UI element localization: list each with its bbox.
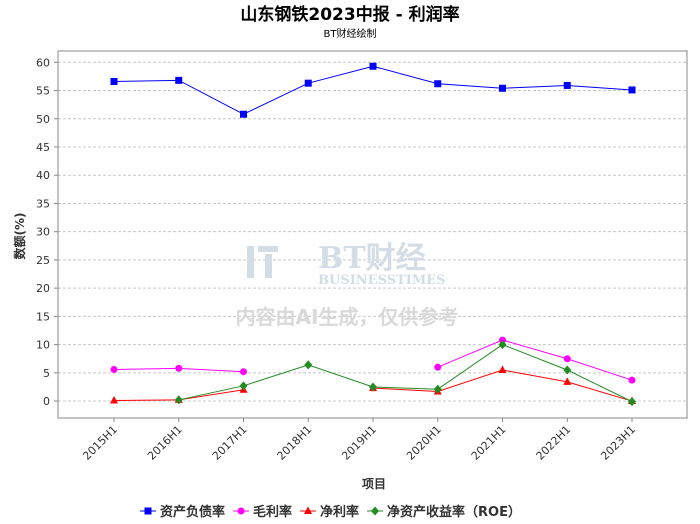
watermark-ai-notice: 内容由AI生成，仅供参考 [236,305,459,329]
data-point [498,340,507,350]
data-point [628,376,636,384]
data-point [144,507,152,515]
data-point [369,382,377,392]
series-3 [174,340,636,407]
data-point [434,80,442,88]
watermark: BT财经 BUSINESSTIMES 内容由AI生成，仅供参考 [236,241,459,329]
watermark-sub-text: BUSINESSTIMES [318,273,446,288]
data-point [174,395,183,405]
series-1 [110,336,636,384]
legend-item-1: 毛利率 [233,504,292,520]
y-axis: 0 5 10 15 20 25 30 35 40 45 50 55 60 [36,51,59,418]
data-point [240,368,247,376]
legend-label: 净利率 [320,504,359,520]
data-point [563,377,572,385]
data-point [628,86,636,94]
data-point [563,81,571,89]
data-point [499,84,506,92]
watermark-logo-icon [247,246,278,278]
data-point [110,395,118,404]
data-point [434,363,442,371]
y-tick-label: 50 [36,113,50,126]
data-point [239,381,248,391]
y-tick-label: 30 [36,226,50,239]
legend-label: 资产负债率 [160,504,225,520]
legend-label: 净资产收益率（ROE） [387,504,521,520]
x-axis: 2015H1 2016H1 2017H1 2018H1 2019H1 2020H1 2021… [80,418,638,463]
legend-item-2: 净利率 [300,504,359,520]
data-point [175,76,183,84]
y-tick-label: 0 [43,395,50,408]
x-tick-label: 2021H1 [469,423,509,463]
legend: 资产负债率 毛利率 净利率 净资产收益率（ROE） [140,504,521,520]
legend-label: 毛利率 [253,504,292,520]
series-0 [110,62,636,118]
data-point [563,365,572,375]
y-tick-label: 5 [43,367,50,380]
y-tick-label: 15 [36,310,50,323]
y-tick-label: 60 [36,56,50,69]
chart-subtitle: BT财经绘制 [324,27,377,40]
data-point [240,110,247,118]
x-tick-label: 2016H1 [145,423,185,463]
y-tick-label: 45 [36,141,50,154]
data-point [110,77,118,85]
x-tick-label: 2017H1 [210,423,250,463]
y-tick-label: 25 [36,254,50,267]
plot-area [57,50,688,419]
legend-item-0: 资产负债率 [140,504,225,520]
x-tick-label: 2020H1 [404,423,444,463]
y-tick-label: 20 [36,282,50,295]
chart-title: 山东钢铁2023中报 - 利润率 [240,4,459,25]
x-tick-label: 2018H1 [275,423,315,463]
x-tick-label: 2019H1 [339,423,379,463]
data-point [433,384,442,394]
x-tick-label: 2015H1 [80,423,120,463]
data-point [369,62,377,70]
data-point [304,360,313,370]
series-group [110,62,636,407]
watermark-logo-text: BT财经 [318,241,426,276]
x-tick-label: 2023H1 [598,423,638,463]
y-tick-label: 10 [36,339,50,352]
data-point [304,79,312,87]
data-point [371,506,380,516]
data-point [175,364,183,372]
x-tick-label: 2022H1 [534,423,574,463]
data-point [628,397,636,407]
series-line [437,339,633,381]
data-point [110,365,118,373]
y-tick-label: 55 [36,85,50,98]
y-tick-label: 40 [36,169,50,182]
data-point [563,355,571,363]
y-tick-label: 35 [36,197,50,210]
data-point [304,506,313,514]
data-point [499,336,506,344]
y-axis-title: 数额(%) [12,213,27,260]
x-axis-title: 项目 [362,477,386,491]
data-point [237,507,245,515]
legend-item-3: 净资产收益率（ROE） [367,504,521,520]
data-point [498,365,507,374]
series-line [178,344,633,403]
